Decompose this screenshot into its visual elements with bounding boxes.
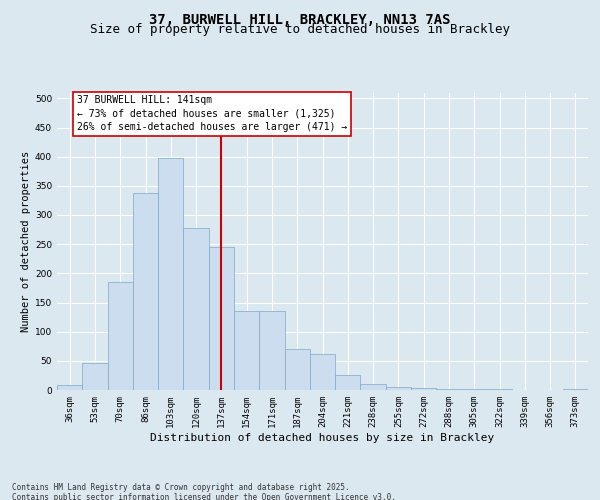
- Text: Contains HM Land Registry data © Crown copyright and database right 2025.
Contai: Contains HM Land Registry data © Crown c…: [12, 482, 396, 500]
- Bar: [259, 311, 284, 390]
- Bar: [436, 389, 461, 390]
- Text: Size of property relative to detached houses in Brackley: Size of property relative to detached ho…: [90, 24, 510, 36]
- Bar: [57, 386, 82, 390]
- Bar: [411, 388, 436, 390]
- Bar: [133, 193, 158, 390]
- Bar: [158, 158, 184, 390]
- Bar: [184, 228, 209, 390]
- Bar: [82, 363, 107, 390]
- Bar: [563, 389, 588, 390]
- Bar: [310, 354, 335, 390]
- Bar: [386, 387, 411, 390]
- Text: 37 BURWELL HILL: 141sqm
← 73% of detached houses are smaller (1,325)
26% of semi: 37 BURWELL HILL: 141sqm ← 73% of detache…: [77, 96, 347, 132]
- Bar: [361, 384, 386, 390]
- Bar: [107, 282, 133, 390]
- Bar: [335, 376, 361, 390]
- Bar: [234, 311, 259, 390]
- X-axis label: Distribution of detached houses by size in Brackley: Distribution of detached houses by size …: [151, 432, 494, 442]
- Text: 37, BURWELL HILL, BRACKLEY, NN13 7AS: 37, BURWELL HILL, BRACKLEY, NN13 7AS: [149, 12, 451, 26]
- Y-axis label: Number of detached properties: Number of detached properties: [21, 150, 31, 332]
- Bar: [209, 246, 234, 390]
- Bar: [284, 349, 310, 390]
